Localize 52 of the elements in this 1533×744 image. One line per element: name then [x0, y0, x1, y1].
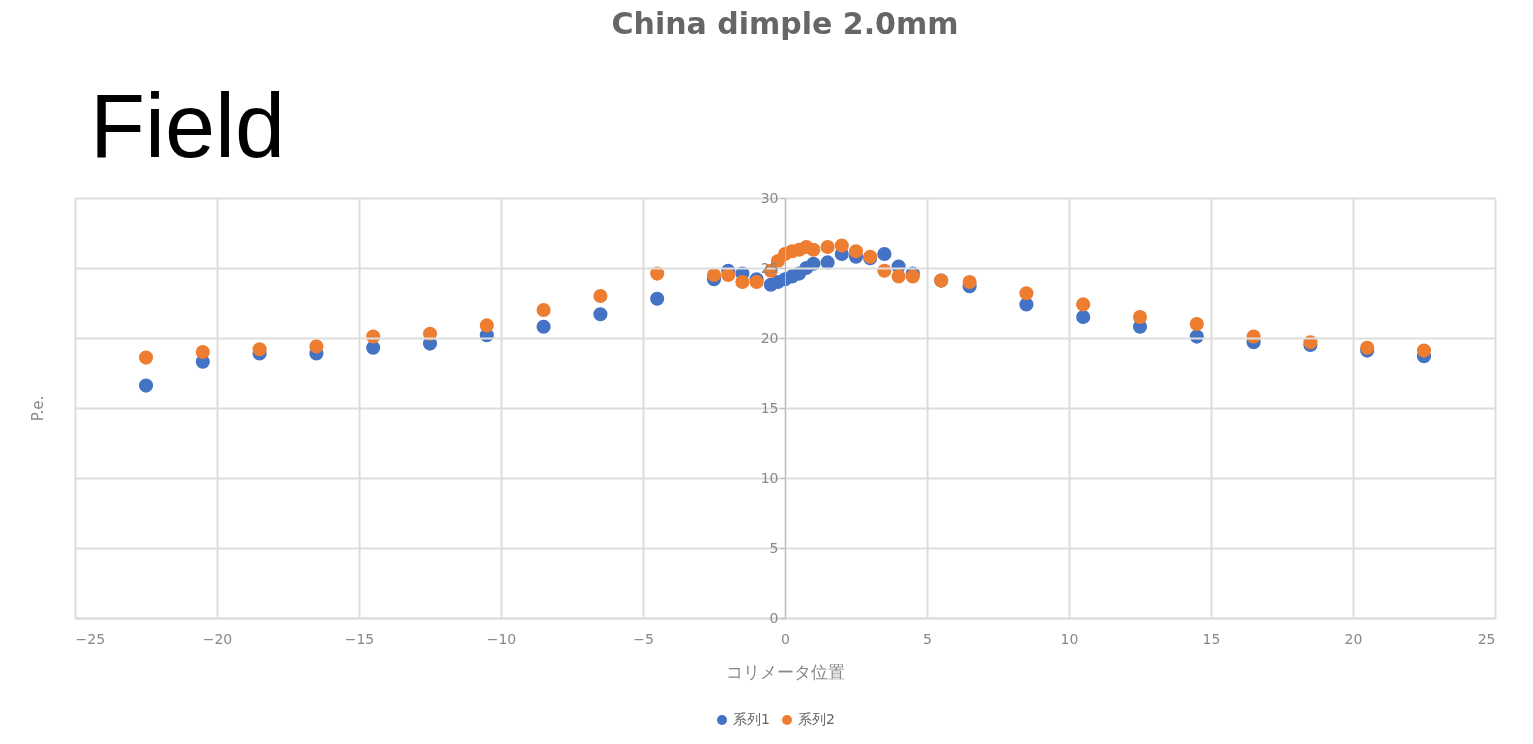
point — [962, 274, 977, 290]
point — [1132, 309, 1148, 325]
point — [1189, 316, 1204, 332]
point — [1076, 297, 1091, 312]
point — [138, 350, 154, 365]
x-tick-label: −5 — [633, 630, 654, 647]
point — [834, 238, 849, 253]
y-axis-title: P.e. — [28, 395, 47, 422]
point — [820, 255, 835, 270]
point — [536, 319, 551, 334]
x-tick-label: 15 — [1202, 630, 1221, 647]
point — [891, 269, 906, 284]
point — [252, 342, 267, 357]
point — [706, 267, 722, 283]
y-tick-label: 10 — [760, 469, 779, 486]
x-tick-label: −15 — [344, 630, 375, 647]
point — [877, 246, 892, 262]
point — [309, 339, 324, 354]
y-tick-label: 30 — [760, 189, 779, 206]
point — [806, 242, 821, 257]
chart-title: China dimple 2.0mm — [611, 6, 959, 41]
point — [138, 378, 154, 393]
point — [593, 307, 608, 322]
x-axis-title: コリメータ位置 — [726, 661, 845, 682]
y-tick-label: 15 — [760, 399, 779, 416]
point — [195, 344, 210, 360]
x-tick-label: −25 — [75, 630, 106, 647]
point — [848, 244, 864, 259]
x-tick-label: −10 — [486, 630, 517, 647]
x-tick-label: 0 — [781, 630, 790, 647]
y-tick-label: 5 — [769, 539, 779, 556]
point — [820, 239, 835, 255]
point — [1019, 286, 1034, 301]
point — [1076, 309, 1091, 325]
point — [1416, 343, 1432, 358]
text: Field — [90, 76, 286, 176]
point — [536, 302, 551, 318]
point — [735, 274, 750, 290]
point — [479, 318, 494, 333]
y-tick-label: 0 — [769, 609, 779, 626]
point — [650, 291, 665, 306]
legend-label: 系列2 — [798, 711, 835, 727]
y-tick-label: 20 — [760, 329, 779, 346]
x-tick-label: −20 — [202, 630, 233, 647]
x-tick-label: 25 — [1477, 630, 1496, 647]
x-tick-label: 20 — [1344, 630, 1363, 647]
x-tick-label: 10 — [1060, 630, 1079, 647]
point — [593, 288, 608, 304]
x-tick-label: 5 — [923, 630, 932, 647]
y-tick-label: 25 — [760, 259, 779, 276]
point — [721, 267, 736, 283]
legend-label: 系列1 — [733, 711, 770, 727]
